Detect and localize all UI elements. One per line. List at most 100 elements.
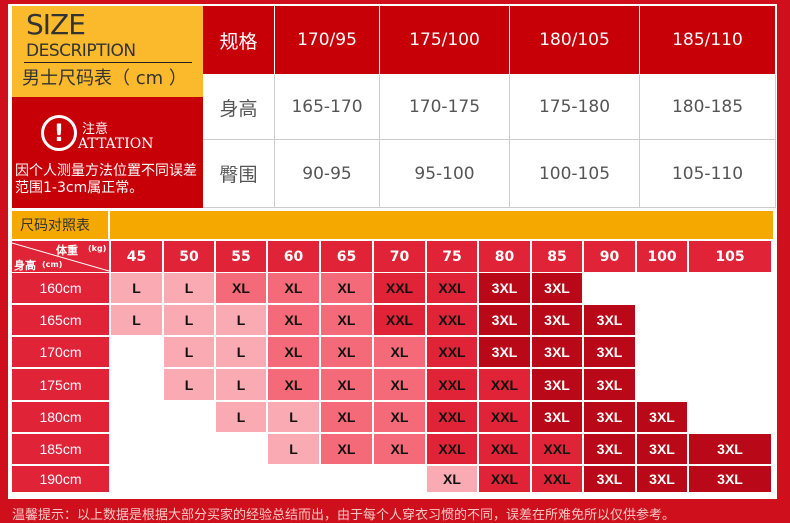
weight-header: 80 [479,241,530,272]
size-title: SIZE [26,8,86,41]
chart-title: 男士尺码表（ cm ） [22,68,187,89]
size-cell: 3XL [479,337,530,367]
divider [24,62,192,63]
weight-header: 85 [532,241,582,272]
spec-header-cell: 175/100 [380,6,510,75]
size-cell: XL [374,337,425,367]
size-cell: XL [427,466,477,492]
spec-header-cell: 180/105 [510,6,640,75]
size-cell: XXL [427,434,477,464]
height-unit: (cm) [42,260,63,269]
size-cell: 3XL [532,305,582,335]
weight-header: 50 [164,241,214,272]
size-cell: XL [268,273,319,303]
height-label: 170cm [12,337,109,367]
spec-cell: 165-170 [275,75,380,140]
size-cell: L [268,402,319,432]
weight-header: 65 [321,241,372,272]
lookup-bar [12,211,773,239]
size-cell: 3XL [637,434,687,464]
size-cell: L [164,337,214,367]
size-cell: 3XL [689,466,771,492]
size-cell: L [111,305,162,335]
size-cell: L [111,273,162,303]
height-label: 160cm [12,273,109,303]
size-cell: 3XL [532,369,582,400]
weight-header: 70 [374,241,425,272]
spec-header-cell: 规格 [203,6,275,75]
lookup-title: 尺码对照表 [12,211,110,239]
weight-label: 体重 [56,244,78,257]
spec-header-cell: 185/110 [640,6,776,75]
size-cell: XXL [479,369,530,400]
spec-cell: 90-95 [275,140,380,208]
notice-text: 因个人测量方法位置不同误差范围1-3cm属正常。 [15,163,197,196]
spec-cell: 身高 [203,75,275,140]
size-cell: 3XL [532,337,582,367]
size-cell: 3XL [479,305,530,335]
size-cell: XXL [427,273,477,303]
size-cell: XL [321,337,372,367]
size-cell: L [216,369,266,400]
size-cell: XL [321,434,372,464]
height-label: 175cm [12,369,109,400]
size-cell: 3XL [637,402,687,432]
spec-header-cell: 170/95 [275,6,380,75]
size-cell: 3XL [532,402,582,432]
size-cell: XL [268,337,319,367]
size-cell: L [164,369,214,400]
size-cell: XXL [427,337,477,367]
size-cell: XXL [374,273,425,303]
weight-header: 60 [268,241,319,272]
size-cell: XL [374,434,425,464]
size-cell: XL [268,305,319,335]
size-cell: 3XL [584,337,635,367]
size-cell: XXL [532,466,582,492]
size-cell: L [216,402,266,432]
footer-note: 温馨提示：以上数据是根据大部分买家的经验总结而出，由于每个人穿衣习惯的不同，误差… [12,508,676,523]
size-cell: 3XL [584,434,635,464]
corner-header: 体重 (kg) 身高 (cm) [12,241,109,272]
weight-header: 105 [689,241,771,272]
size-cell: XL [321,369,372,400]
size-cell: L [268,434,319,464]
spec-cell: 95-100 [380,140,510,208]
weight-header: 45 [111,241,162,272]
notice-subtitle: ATTATION [78,136,154,152]
size-cell: XXL [427,369,477,400]
title-panel [12,6,203,97]
size-cell: XL [321,305,372,335]
size-cell: 3XL [637,466,687,492]
size-cell: XL [321,273,372,303]
size-cell: 3XL [584,369,635,400]
size-cell: XXL [479,402,530,432]
size-cell: 3XL [584,402,635,432]
weight-header: 100 [637,241,687,272]
spec-cell: 105-110 [640,140,776,208]
size-cell: 3XL [584,466,635,492]
spec-cell: 175-180 [510,75,640,140]
weight-header: 75 [427,241,477,272]
size-cell: 3XL [689,434,771,464]
size-cell: XXL [374,305,425,335]
size-cell: XL [374,402,425,432]
notice-title: 注意 [82,122,109,137]
size-cell: XXL [479,466,530,492]
size-cell: XL [216,273,266,303]
description-title: DESCRIPTION [26,41,136,61]
size-cell: 3XL [532,273,582,303]
size-cell: L [164,273,214,303]
height-label: 身高 [14,259,36,272]
size-cell: L [216,305,266,335]
notice-panel [12,97,203,208]
size-cell: L [216,337,266,367]
weight-unit: (kg) [88,244,107,253]
size-cell: XL [374,369,425,400]
size-cell: XXL [479,434,530,464]
height-label: 165cm [12,305,109,335]
size-cell: 3XL [479,273,530,303]
height-label: 185cm [12,434,109,464]
size-cell: XL [321,402,372,432]
spec-cell: 臀围 [203,140,275,208]
weight-header: 55 [216,241,266,272]
